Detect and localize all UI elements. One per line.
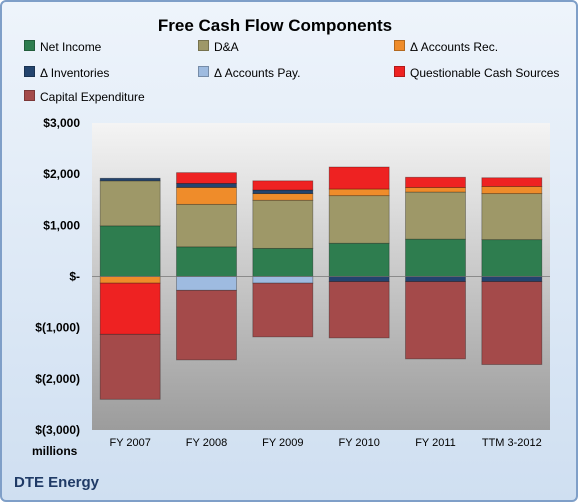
legend-swatch	[24, 66, 35, 77]
bar-segment	[328, 188, 390, 197]
x-tick-label: FY 2009	[262, 437, 303, 449]
x-tick-label: FY 2008	[186, 437, 227, 449]
x-tick-label: FY 2007	[109, 437, 150, 449]
y-tick-label: $3,000	[43, 116, 80, 130]
bar-segment	[481, 239, 543, 277]
bar-segment	[328, 281, 390, 339]
bar-segment	[405, 191, 466, 240]
legend-swatch	[24, 40, 35, 51]
chart-title: Free Cash Flow Components	[157, 16, 393, 35]
y-tick-label: $(2,000)	[35, 372, 80, 386]
bar-segment	[99, 276, 161, 284]
bar-segment	[176, 276, 237, 291]
bar-segment	[252, 282, 314, 338]
bar-segment	[176, 246, 237, 277]
bar-segment	[99, 282, 161, 335]
legend-item: Questionable Cash Sources	[394, 66, 559, 80]
bar-segment	[252, 247, 314, 277]
bar-segment	[328, 195, 390, 244]
bar-segment	[252, 276, 314, 284]
bar-segment	[405, 176, 466, 188]
legend-label: Δ Accounts Pay.	[214, 66, 301, 80]
legend-label: Net Income	[40, 40, 102, 54]
bar-segment	[481, 186, 543, 195]
bar-segment	[405, 238, 466, 277]
bar-segment	[481, 177, 543, 187]
x-tick-label: FY 2010	[338, 437, 379, 449]
legend-label: Capital Expenditure	[40, 90, 145, 104]
bar-segment	[328, 166, 390, 190]
x-tick-label: FY 2011	[415, 437, 456, 449]
y-tick-label: $(3,000)	[35, 423, 80, 437]
legend-swatch	[24, 90, 35, 101]
bar-segment	[328, 276, 390, 283]
bar-segment	[481, 193, 543, 241]
x-tick-label: TTM 3-2012	[482, 437, 542, 449]
bar-segment	[328, 242, 390, 277]
bar-segment	[252, 180, 314, 191]
legend-item: Δ Accounts Rec.	[394, 40, 498, 54]
bar-segment	[481, 281, 543, 365]
bar-segment	[99, 180, 161, 227]
bar-segment	[176, 203, 237, 248]
bar-segment	[252, 193, 314, 201]
legend-label: D&A	[214, 40, 239, 54]
bar-segment	[99, 177, 161, 182]
company-name: DTE Energy	[14, 474, 100, 491]
legend-item: D&A	[198, 40, 239, 54]
legend-item: Capital Expenditure	[24, 90, 145, 104]
bar-segment	[405, 187, 466, 193]
legend-swatch	[394, 66, 405, 77]
y-tick-label: $(1,000)	[35, 321, 80, 335]
bar-segment	[405, 281, 466, 360]
legend-item: Δ Accounts Pay.	[198, 66, 301, 80]
bar-segment	[99, 225, 161, 277]
bar-segment	[176, 289, 237, 361]
legend-item: Δ Inventories	[24, 66, 109, 80]
bar-segment	[176, 187, 237, 205]
y-tick-label: $2,000	[43, 167, 80, 181]
legend-swatch	[394, 40, 405, 51]
bar-segment	[252, 199, 314, 249]
bar-segment	[481, 276, 543, 283]
bar-segment	[405, 276, 466, 283]
legend-label: Δ Accounts Rec.	[410, 40, 499, 54]
bar-segment	[176, 182, 237, 188]
legend-label: Δ Inventories	[40, 66, 110, 80]
bar-segment	[176, 172, 237, 184]
legend-swatch	[198, 66, 209, 77]
legend-item: Net Income	[24, 40, 101, 54]
units-label: millions	[32, 444, 78, 458]
y-tick-label: $-	[69, 270, 80, 284]
y-tick-label: $1,000	[43, 218, 80, 232]
legend-swatch	[198, 40, 209, 51]
bar-segment	[99, 333, 161, 400]
bar-segment	[252, 189, 314, 195]
legend-label: Questionable Cash Sources	[410, 66, 560, 80]
